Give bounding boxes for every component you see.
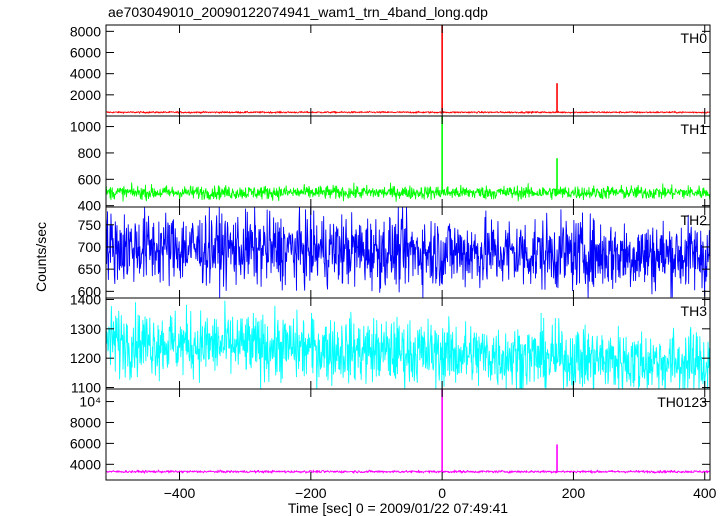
series-line-th3 xyxy=(105,300,711,390)
y-tick-label: 6000 xyxy=(70,435,101,451)
y-tick-label: 4000 xyxy=(70,456,101,472)
y-tick-label: 1200 xyxy=(70,350,101,366)
x-axis-title: Time [sec] 0 = 2009/01/22 07:49:41 xyxy=(288,500,508,516)
y-tick-label: 1400 xyxy=(70,291,101,307)
x-tick-label: 200 xyxy=(562,485,586,501)
panel-th0123: 4000 6000 8000 10⁴ TH0123 xyxy=(70,388,711,481)
y-tick-label: 650 xyxy=(78,261,102,277)
panel-label-th2: TH2 xyxy=(681,212,708,228)
y-tick-label: 1100 xyxy=(71,380,101,396)
y-tick-label: 700 xyxy=(78,239,102,255)
panel-frame xyxy=(105,388,711,481)
y-tick-label: 400 xyxy=(78,198,102,214)
y-tick-label: 1000 xyxy=(70,119,101,135)
y-tick-label: 6000 xyxy=(70,45,101,61)
x-tick-label: −400 xyxy=(164,485,196,501)
series-line-th1 xyxy=(105,182,711,202)
x-tick-label: 0 xyxy=(438,485,446,501)
y-tick-label: 1300 xyxy=(70,321,101,337)
panel-th0: 2000 4000 6000 8000 TH0 xyxy=(70,23,711,117)
y-tick-label: 800 xyxy=(78,145,102,161)
panel-label-th1: TH1 xyxy=(681,121,708,137)
y-tick-label: 10⁴ xyxy=(79,394,101,410)
panel-th2: 600 650 700 750 TH2 xyxy=(78,206,711,299)
x-tick-label: −200 xyxy=(295,485,327,501)
x-axis-ticks: −400 −200 0 200 400 xyxy=(164,485,717,501)
series-line-th0123 xyxy=(106,469,711,474)
panel-th3: 1100 1200 1300 1400 TH3 xyxy=(70,291,711,396)
panel-th1: 400 600 800 1000 TH1 xyxy=(70,115,711,214)
x-tick-label: 400 xyxy=(693,485,717,501)
y-tick-label: 600 xyxy=(78,283,102,299)
y-tick-label: 600 xyxy=(78,171,102,187)
y-tick-label: 8000 xyxy=(70,414,101,430)
series-line-th0 xyxy=(106,110,711,114)
panel-frame xyxy=(105,24,711,117)
y-axis-title: Counts/sec xyxy=(33,222,49,292)
y-tick-label: 4000 xyxy=(70,66,101,82)
series-line-th2 xyxy=(105,206,711,299)
panels-group: 2000 4000 6000 8000 TH0 400 600 800 1000 TH1 600 65… xyxy=(70,23,711,481)
panel-label-th3: TH3 xyxy=(681,303,708,319)
y-tick-label: 8000 xyxy=(70,23,101,39)
panel-label-th0: TH0 xyxy=(681,30,708,46)
chart-title: ae703049010_20090122074941_wam1_trn_4ban… xyxy=(108,4,488,20)
y-tick-label: 750 xyxy=(78,217,102,233)
panel-label-th0123: TH0123 xyxy=(657,394,707,410)
y-tick-label: 2000 xyxy=(70,87,101,103)
